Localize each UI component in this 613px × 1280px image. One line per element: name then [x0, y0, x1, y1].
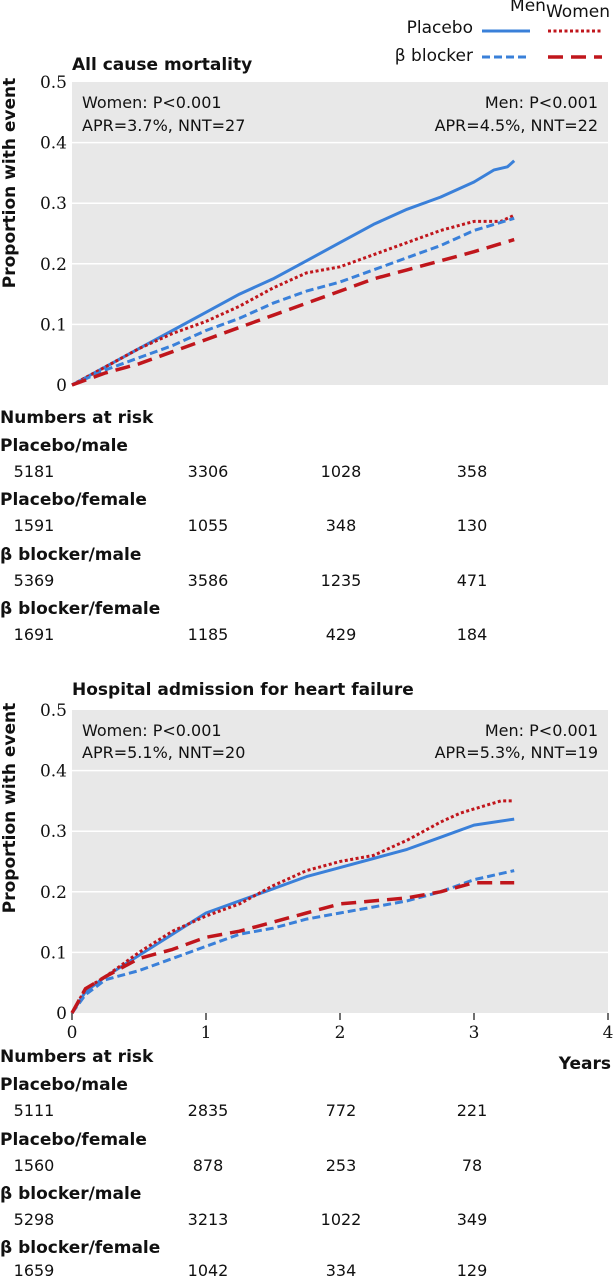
panel-hospital-admission: Hospital admission for heart failure 0 0.…	[0, 680, 613, 1074]
panel-2-title: Hospital admission for heart failure	[72, 680, 414, 700]
y-tick-label: 0.1	[40, 315, 67, 335]
y-tick-label: 0.2	[40, 255, 67, 275]
panel-2-y-axis-label: Proportion with event	[0, 703, 20, 913]
panel-1-numbers-at-risk: Numbers at risk Placebo/male 5181 3306 1…	[0, 408, 487, 644]
series-line-women-bblocker	[71, 237, 515, 387]
x-tick-label: 0	[67, 1023, 78, 1043]
panel-2-risk-value: 129	[457, 1261, 488, 1280]
panel-1-risk-value: 1028	[321, 462, 362, 481]
panel-1-risk-value: 5181	[14, 462, 55, 481]
y-tick-label: 0.3	[40, 194, 67, 214]
panel-2-risk-label-bblocker-female: β blocker/female	[0, 1238, 160, 1258]
panel-1-risk-value: 358	[457, 462, 488, 481]
panel-1-risk-label-placebo-female: Placebo/female	[0, 490, 147, 510]
panel-2-risk-value: 1022	[321, 1210, 362, 1229]
series-line-men-bblocker	[71, 216, 515, 387]
panel-2-risk-value: 2835	[188, 1101, 229, 1120]
series-line-men-placebo	[70, 817, 515, 1014]
panel-2-risk-title: Numbers at risk	[0, 1047, 154, 1067]
panel-2-risk-value: 334	[326, 1261, 357, 1280]
panel-1-risk-value: 348	[326, 516, 357, 535]
panel-2-risk-value: 772	[326, 1101, 357, 1120]
panel-1-annot-women-p: Women: P<0.001	[82, 93, 222, 112]
panel-1-risk-value: 1691	[14, 625, 55, 644]
panel-1-risk-value: 429	[326, 625, 357, 644]
y-tick-label: 0.5	[40, 701, 67, 721]
x-tick-label: 3	[469, 1023, 480, 1043]
y-tick-label: 0.5	[40, 73, 67, 93]
panel-1-annot-men-p: Men: P<0.001	[485, 93, 598, 112]
panel-1-y-axis-label: Proportion with event	[0, 78, 20, 288]
y-tick-label: 0.1	[40, 943, 67, 963]
panel-2-grid	[72, 769, 608, 954]
panel-2-risk-value: 1560	[14, 1156, 55, 1175]
panel-2-series	[70, 799, 515, 1014]
panel-1-annot-women-apr: APR=3.7%, NNT=27	[82, 116, 245, 135]
series-line-men-bblocker	[70, 869, 515, 1014]
panel-2-risk-label-placebo-male: Placebo/male	[0, 1075, 128, 1095]
panel-2-annot-men-p: Men: P<0.001	[485, 721, 598, 740]
panel-2-x-axis-label: Years	[558, 1054, 611, 1074]
panel-1-risk-value: 1055	[188, 516, 229, 535]
panel-2-risk-value: 1042	[188, 1261, 229, 1280]
panel-1-y-ticks: 0 0.1 0.2 0.3 0.4 0.5	[40, 73, 67, 396]
y-tick-label: 0	[56, 1004, 67, 1024]
series-line-women-placebo	[70, 799, 515, 1014]
y-tick-label: 0	[56, 376, 67, 396]
y-tick-label: 0.2	[40, 883, 67, 903]
panel-2-annot-women-p: Women: P<0.001	[82, 721, 222, 740]
panel-1-title: All cause mortality	[72, 55, 252, 75]
panel-1-risk-value: 1591	[14, 516, 55, 535]
panel-1-risk-value: 1235	[321, 571, 362, 590]
legend-row-placebo: Placebo	[407, 18, 473, 38]
panel-1-plot-area	[72, 82, 608, 385]
panel-1-series	[71, 159, 516, 387]
panel-1-risk-value: 5369	[14, 571, 55, 590]
panel-2-annot-women-apr: APR=5.1%, NNT=20	[82, 743, 245, 762]
panel-2-risk-value: 221	[457, 1101, 488, 1120]
panel-1-risk-value: 130	[457, 516, 488, 535]
panel-2-risk-value: 253	[326, 1156, 357, 1175]
legend-col-men: Men	[510, 0, 546, 16]
y-tick-label: 0.3	[40, 822, 67, 842]
panel-1-risk-label-placebo-male: Placebo/male	[0, 436, 128, 456]
panel-1-risk-value: 3586	[188, 571, 229, 590]
legend-row-bblocker: β blocker	[395, 46, 473, 66]
x-tick-label: 2	[335, 1023, 346, 1043]
panel-2-risk-value: 1659	[14, 1261, 55, 1280]
panel-1-annot-men-apr: APR=4.5%, NNT=22	[435, 116, 598, 135]
panel-all-cause-mortality: All cause mortality 0 0.1 0.2 0.3 0.4 0.5 Pro…	[0, 55, 608, 396]
panel-1-risk-title: Numbers at risk	[0, 408, 154, 428]
panel-2-risk-value: 349	[457, 1210, 488, 1229]
y-tick-label: 0.4	[40, 762, 67, 782]
panel-1-risk-value: 471	[457, 571, 488, 590]
panel-2-annot-men-apr: APR=5.3%, NNT=19	[435, 743, 598, 762]
panel-2-risk-value: 5298	[14, 1210, 55, 1229]
panel-2-risk-value: 3213	[188, 1210, 229, 1229]
panel-2-risk-label-bblocker-male: β blocker/male	[0, 1184, 141, 1204]
panel-2-x-ticks: 0 1 2 3 4	[67, 1013, 613, 1043]
x-tick-label: 4	[603, 1023, 613, 1043]
panel-1-risk-label-bblocker-female: β blocker/female	[0, 599, 160, 619]
panel-1-risk-label-bblocker-male: β blocker/male	[0, 545, 141, 565]
panel-2-risk-value: 78	[462, 1156, 482, 1175]
panel-1-grid	[72, 141, 608, 326]
panel-1-risk-value: 1185	[188, 625, 229, 644]
panel-2-numbers-at-risk: Numbers at risk Placebo/male 5111 2835 7…	[0, 1047, 487, 1280]
panel-2-y-ticks: 0 0.1 0.2 0.3 0.4 0.5	[40, 701, 67, 1024]
panel-1-risk-value: 184	[457, 625, 488, 644]
y-tick-label: 0.4	[40, 134, 67, 154]
panel-2-risk-value: 5111	[14, 1101, 55, 1120]
series-line-women-placebo	[71, 213, 515, 387]
x-tick-label: 1	[201, 1023, 212, 1043]
panel-2-risk-value: 878	[193, 1156, 224, 1175]
panel-2-risk-label-placebo-female: Placebo/female	[0, 1130, 147, 1150]
legend: Men Women Placebo β blocker	[395, 0, 610, 66]
panel-1-risk-value: 3306	[188, 462, 229, 481]
legend-col-women: Women	[546, 2, 610, 22]
